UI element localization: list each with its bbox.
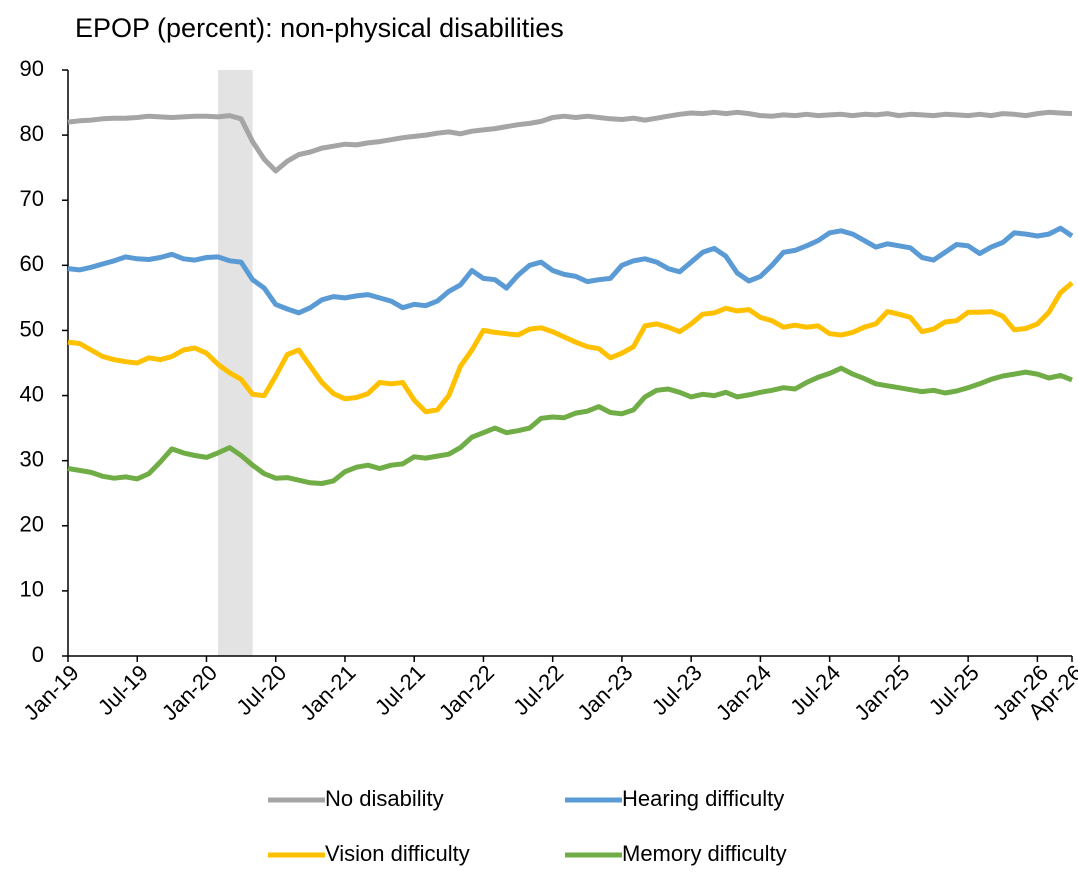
y-tick-label: 20: [20, 512, 44, 537]
x-tick-label: Jul-21: [370, 660, 430, 720]
shaded-period: [218, 70, 253, 656]
series-line: [67, 365, 1073, 486]
x-tick-label: Jul-23: [647, 660, 707, 720]
y-tick-label: 30: [20, 446, 44, 471]
x-tick-label: Jul-19: [93, 660, 153, 720]
y-tick-label: 60: [20, 251, 44, 276]
x-tick-label: Jan-25: [849, 660, 914, 725]
x-tick-label: Jan-24: [711, 660, 776, 725]
x-tick-label: Jul-24: [785, 660, 845, 720]
x-tick-label: Jul-22: [508, 660, 568, 720]
y-tick-label: 80: [20, 121, 44, 146]
y-tick-label: 90: [20, 56, 44, 81]
x-tick-label: Jul-20: [231, 660, 291, 720]
chart-title: EPOP (percent): non-physical disabilitie…: [75, 13, 564, 43]
y-tick-label: 50: [20, 316, 44, 341]
legend-label: No disability: [325, 786, 444, 811]
x-tick-label: Jan-20: [157, 660, 222, 725]
series-line: [67, 280, 1074, 415]
legend-label: Hearing difficulty: [622, 786, 784, 811]
x-tick-label: Jan-21: [295, 660, 360, 725]
series-line: [67, 109, 1073, 174]
y-tick-label: 10: [20, 577, 44, 602]
x-tick-label: Jul-25: [924, 660, 984, 720]
x-tick-label: Jan-22: [434, 660, 499, 725]
x-tick-label: Jan-19: [18, 660, 83, 725]
y-tick-label: 40: [20, 381, 44, 406]
series-line: [67, 225, 1074, 316]
x-tick-label: Jan-23: [572, 660, 637, 725]
y-tick-label: 0: [32, 642, 44, 667]
y-tick-label: 70: [20, 186, 44, 211]
legend-label: Vision difficulty: [325, 841, 470, 866]
legend-label: Memory difficulty: [622, 841, 787, 866]
